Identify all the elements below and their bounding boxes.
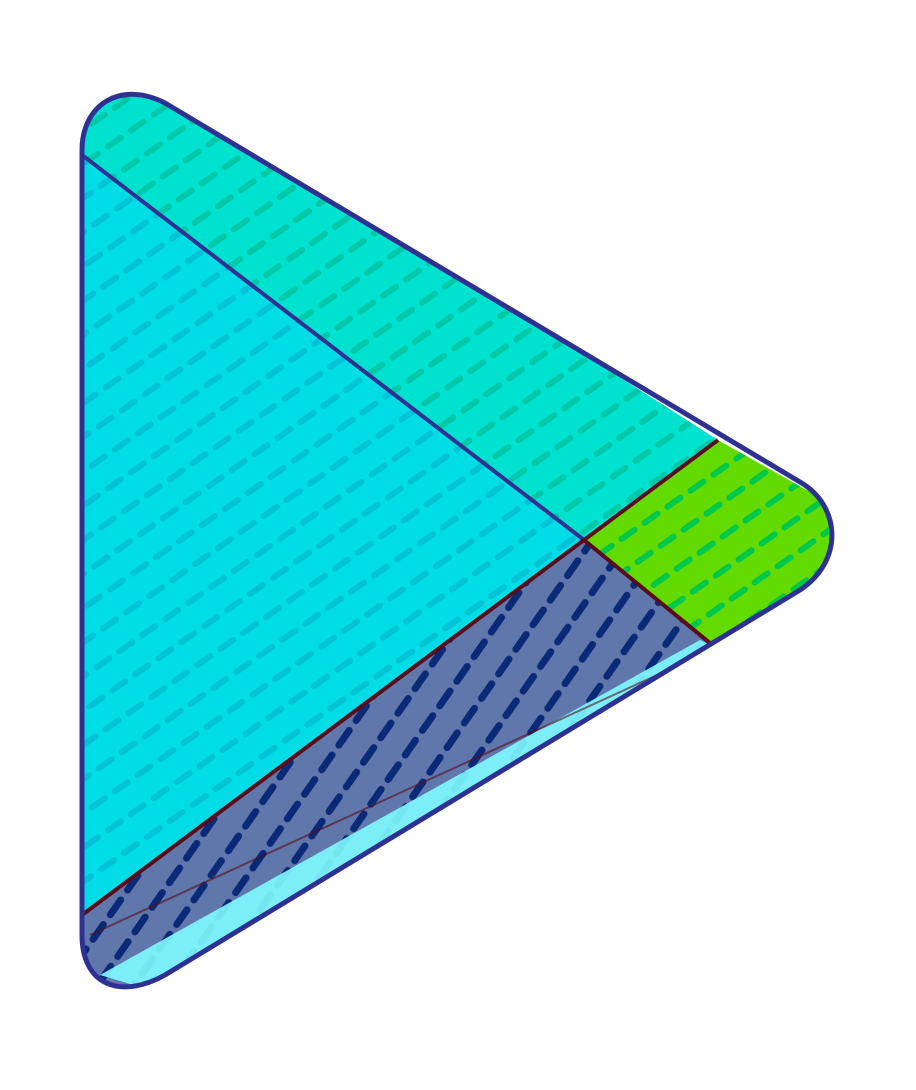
- seam-line: [582, 538, 718, 650]
- top-segment-dashes: [82, 94, 718, 540]
- seam-line: [89, 647, 717, 936]
- seam-line: [82, 153, 586, 542]
- bottom-segment-dashes: [82, 540, 716, 987]
- logo-outline: [79, 91, 835, 990]
- seam-line: [82, 538, 586, 917]
- logo-segments: [82, 94, 832, 987]
- lower-edge-highlight: [100, 640, 716, 987]
- seam-line: [582, 438, 720, 542]
- left-segment-dashes: [82, 155, 584, 915]
